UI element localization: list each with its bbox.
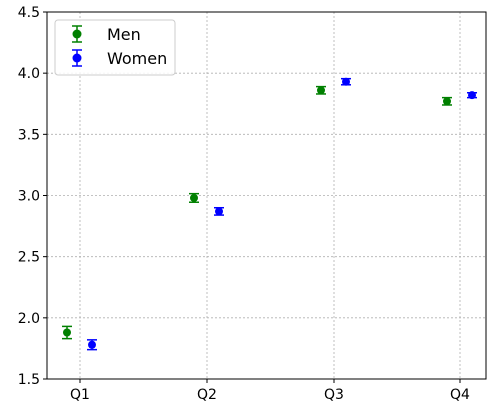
legend-men-marker (72, 29, 82, 39)
grid (47, 12, 486, 379)
y-tick-label: 2.0 (18, 311, 40, 327)
y-tick-label: 4.0 (18, 66, 40, 82)
point-men-q4 (442, 96, 452, 106)
series (62, 77, 477, 351)
y-axis-ticks: 1.5 2.0 2.5 3.0 3.5 4.0 4.5 (18, 5, 47, 388)
marker-women (468, 91, 476, 100)
point-women-q3 (341, 77, 351, 86)
legend-men-label: Men (107, 25, 141, 44)
y-tick-label: 1.5 (18, 372, 40, 388)
marker-men (443, 97, 451, 106)
y-tick-label: 3.5 (18, 127, 40, 143)
x-tick-label: Q1 (70, 387, 90, 403)
y-tick-label: 4.5 (18, 5, 40, 21)
marker-men (317, 86, 325, 95)
point-men-q1 (62, 325, 72, 340)
point-women-q4 (467, 91, 477, 100)
point-women-q2 (214, 206, 224, 216)
legend: Men Women (54, 19, 176, 76)
marker-women (215, 207, 223, 216)
legend-box (54, 19, 176, 76)
marker-men (63, 328, 71, 337)
legend-women-label: Women (107, 49, 167, 68)
marker-women (342, 77, 350, 86)
y-tick-label: 2.5 (18, 250, 40, 266)
y-tick-label: 3.0 (18, 189, 40, 205)
x-tick-label: Q2 (197, 387, 217, 403)
legend-entry-men: Men (72, 25, 141, 44)
x-tick-label: Q3 (324, 387, 344, 403)
marker-men (190, 193, 198, 202)
point-men-q2 (189, 192, 199, 203)
marker-women (88, 340, 96, 349)
point-men-q3 (316, 85, 326, 95)
x-tick-label: Q4 (450, 387, 470, 403)
x-axis-ticks: Q1 Q2 Q3 Q4 (70, 379, 470, 403)
legend-entry-women: Women (72, 49, 167, 68)
legend-women-marker (72, 53, 82, 63)
point-women-q1 (87, 339, 97, 351)
